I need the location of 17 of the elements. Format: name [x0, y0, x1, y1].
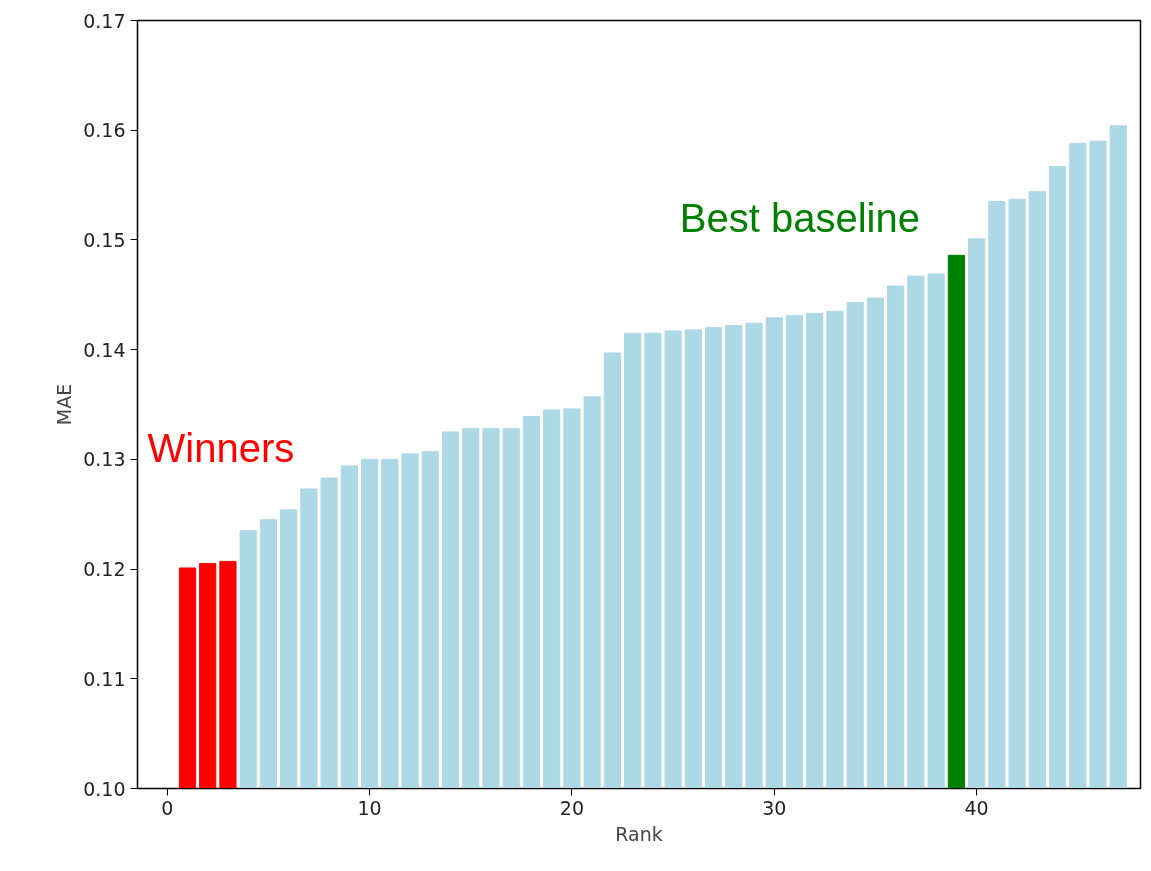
y-tick-label: 0.12 [83, 558, 126, 581]
y-tick-label: 0.15 [83, 228, 126, 251]
x-tick-label: 40 [964, 796, 989, 819]
x-axis-title: Rank [615, 822, 663, 845]
x-tick-label: 10 [357, 796, 382, 819]
y-tick-label: 0.10 [83, 777, 126, 800]
annotation: Best baseline [679, 195, 920, 240]
y-tick-label: 0.11 [83, 667, 126, 690]
y-tick-label: 0.17 [83, 9, 126, 32]
x-tick-label: 30 [762, 796, 787, 819]
y-tick-label: 0.16 [83, 119, 126, 142]
y-tick-label: 0.14 [83, 338, 126, 361]
x-tick-label: 20 [559, 796, 585, 819]
y-tick-label: 0.13 [83, 448, 126, 471]
x-tick-label: 0 [161, 796, 174, 819]
y-axis-title: MAE [53, 383, 76, 426]
annotation: Winners [147, 426, 295, 471]
